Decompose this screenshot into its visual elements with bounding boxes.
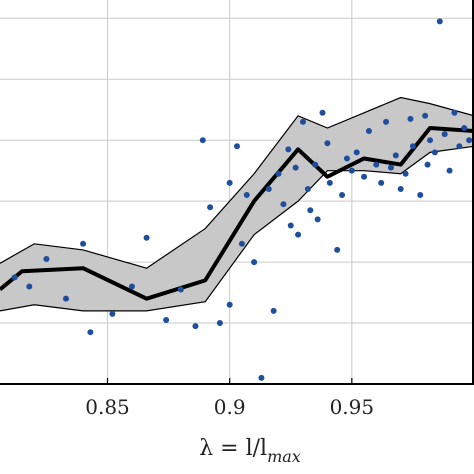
data-point: [387, 164, 394, 171]
data-point: [280, 201, 287, 208]
data-point: [304, 185, 311, 192]
data-point: [43, 256, 50, 263]
data-point: [143, 234, 150, 241]
axes: [0, 0, 474, 385]
x-tick-label: 0.9: [214, 395, 246, 419]
data-point: [319, 109, 326, 116]
data-point: [295, 231, 302, 238]
data-point: [270, 307, 277, 314]
data-point: [80, 240, 87, 247]
data-point: [461, 125, 468, 131]
data-point: [427, 137, 434, 144]
data-point: [431, 149, 438, 156]
data-point: [26, 283, 33, 290]
data-point: [422, 112, 429, 119]
data-point: [324, 140, 331, 147]
data-point: [226, 179, 233, 186]
data-point: [373, 161, 380, 168]
data-point: [216, 320, 223, 327]
data-point: [417, 192, 424, 199]
data-point: [11, 274, 18, 281]
data-point: [334, 246, 341, 253]
data-point: [177, 286, 184, 293]
data-point: [314, 216, 321, 223]
data-point: [409, 143, 416, 150]
data-point: [251, 259, 258, 266]
data-point: [392, 152, 399, 159]
data-point: [446, 167, 453, 174]
data-point: [436, 18, 443, 25]
band-lower-edge: [0, 145, 474, 312]
data-point: [312, 161, 319, 168]
x-tick-label: 0.95: [330, 395, 375, 419]
scatter-points: [11, 18, 473, 381]
data-point: [299, 118, 306, 125]
data-point: [441, 131, 448, 138]
data-point: [407, 115, 414, 122]
data-point: [275, 170, 282, 177]
data-point: [365, 128, 372, 135]
x-axis-label: λ = l/lmax: [199, 436, 301, 466]
data-point: [62, 295, 69, 302]
data-point: [199, 137, 206, 144]
data-point: [326, 179, 333, 186]
data-point: [207, 204, 214, 211]
data-point: [353, 149, 360, 156]
data-point: [163, 317, 170, 323]
data-point: [285, 146, 292, 153]
data-point: [109, 310, 116, 317]
data-point: [348, 167, 355, 174]
data-point: [456, 143, 463, 150]
data-point: [307, 207, 314, 214]
data-point: [466, 137, 473, 144]
data-point: [339, 192, 346, 199]
data-point: [343, 155, 350, 162]
data-point: [238, 240, 245, 247]
data-point: [287, 222, 294, 229]
data-point: [424, 161, 431, 168]
data-point: [451, 109, 458, 116]
data-point: [243, 192, 250, 199]
band-upper-edge: [0, 96, 474, 269]
data-point: [402, 170, 409, 177]
data-point: [258, 374, 265, 381]
data-point: [361, 173, 368, 180]
data-point: [292, 164, 299, 171]
x-tick-label: 0.85: [85, 395, 130, 419]
data-point: [397, 185, 404, 192]
data-point: [128, 283, 135, 290]
data-point: [383, 118, 390, 125]
x-tick-labels: 0.85 0.9 0.95: [85, 395, 374, 419]
data-point: [226, 301, 233, 308]
x-axis-label-subscript: max: [267, 447, 301, 466]
data-point: [378, 179, 385, 186]
data-point: [265, 185, 272, 192]
data-point: [234, 143, 240, 150]
data-point: [192, 323, 199, 330]
data-point: [87, 329, 94, 336]
